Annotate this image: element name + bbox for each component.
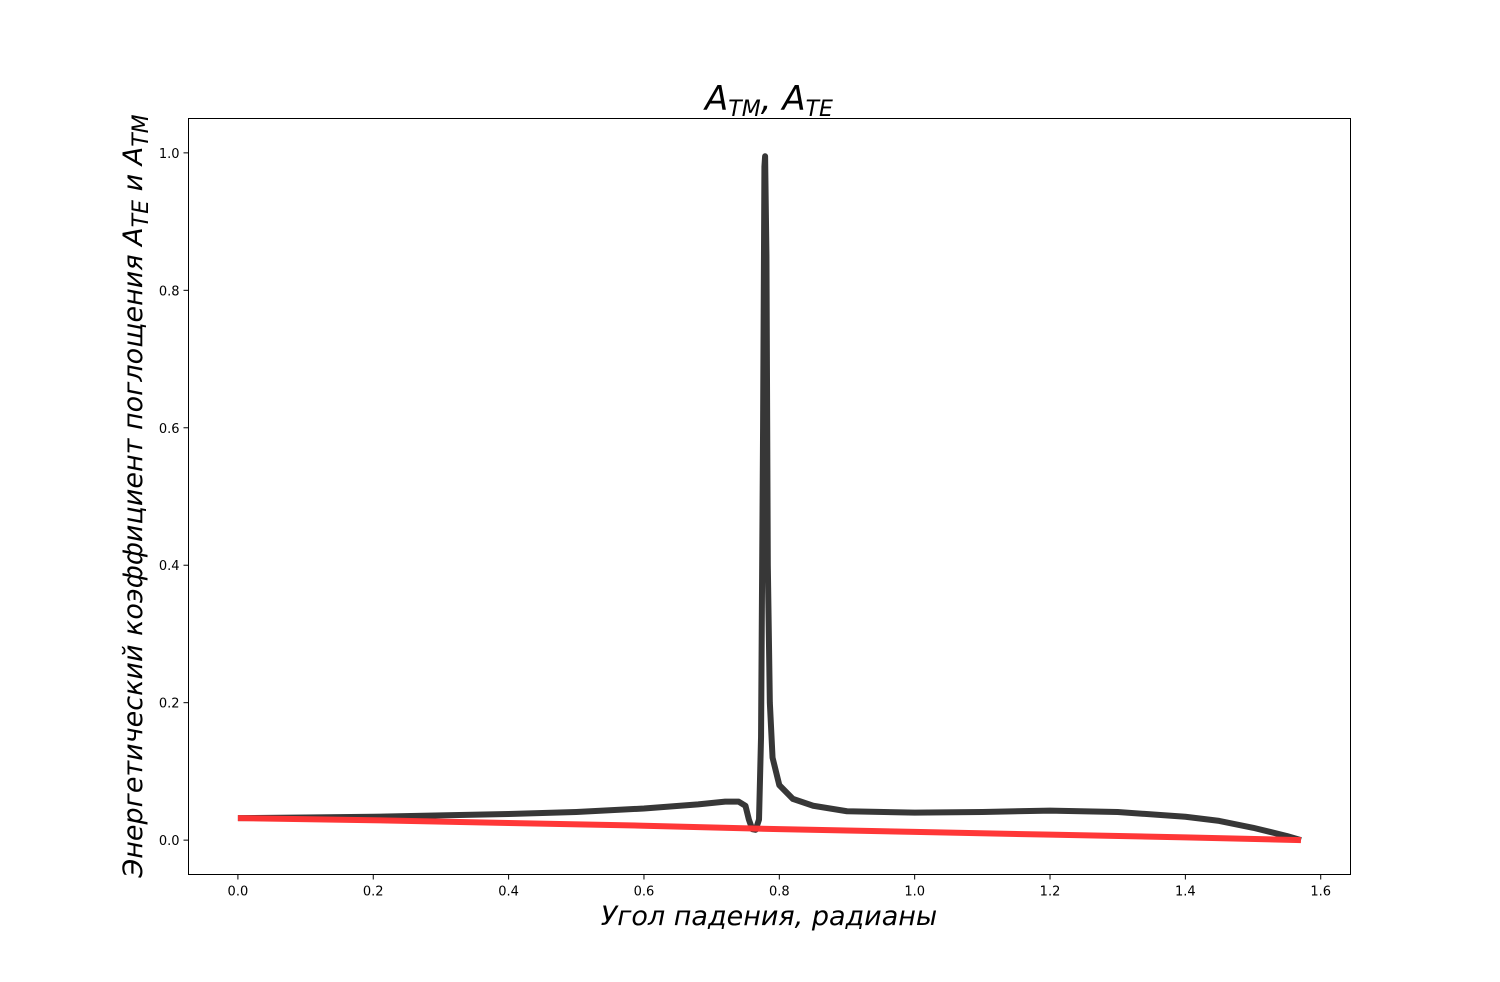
x-tick-label: 0.2 — [363, 885, 384, 900]
x-tick-label: 0.8 — [769, 885, 790, 900]
x-axis-ticks: 0.0 0.2 0.4 0.6 0.8 1.0 1.2 1.4 1.6 — [228, 874, 1331, 900]
x-tick-label: 1.6 — [1310, 885, 1331, 900]
y-tick-label: 0.0 — [159, 834, 180, 849]
x-tick-label: 1.4 — [1175, 885, 1196, 900]
x-tick-label: 1.2 — [1040, 885, 1061, 900]
y-tick-label: 0.2 — [159, 697, 180, 712]
plot-frame — [188, 118, 1351, 875]
chart-title: ATM, ATE — [703, 79, 833, 122]
x-axis-label: Угол падения, радианы — [601, 901, 938, 932]
y-axis-ticks: 0.0 0.2 0.4 0.6 0.8 1.0 — [159, 147, 189, 849]
series-line-2 — [237, 815, 1302, 844]
x-tick-label: 0.6 — [634, 885, 655, 900]
series-line-1 — [237, 153, 1302, 844]
y-tick-label: 1.0 — [159, 147, 180, 162]
y-tick-label: 0.6 — [159, 422, 180, 437]
x-tick-label: 0.0 — [228, 885, 249, 900]
y-tick-label: 0.8 — [159, 284, 180, 299]
y-tick-label: 0.4 — [159, 559, 180, 574]
y-axis-label: Энергетический коэффициент поглощения AT… — [118, 114, 154, 878]
x-tick-label: 1.0 — [904, 885, 925, 900]
series-group — [237, 153, 1302, 844]
x-tick-label: 0.4 — [498, 885, 519, 900]
